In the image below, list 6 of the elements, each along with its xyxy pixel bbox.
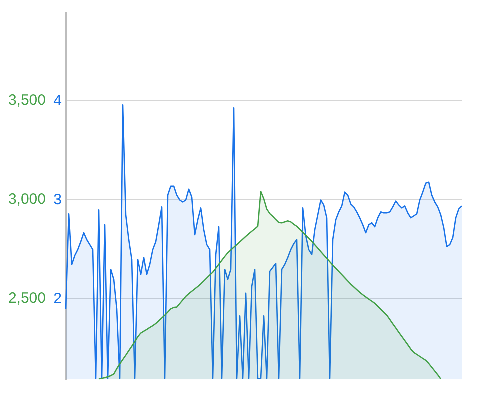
y2-tick-label: 3 (54, 191, 62, 208)
y-tick-label: 3,000 (8, 191, 46, 208)
y2-tick-label: 4 (54, 92, 62, 110)
y-tick-label: 2,500 (8, 290, 46, 308)
y-tick-label: 3,500 (8, 92, 46, 110)
y2-tick-label: 2 (54, 290, 62, 308)
